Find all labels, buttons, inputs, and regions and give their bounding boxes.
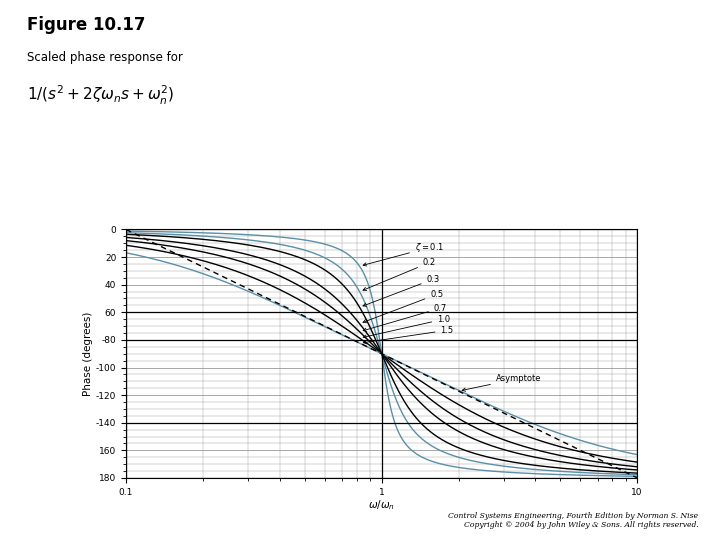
X-axis label: $\omega/\omega_n$: $\omega/\omega_n$ — [368, 498, 395, 512]
Y-axis label: Phase (degrees): Phase (degrees) — [83, 312, 93, 396]
Text: Control Systems Engineering, Fourth Edition by Norman S. Nise
Copyright © 2004 b: Control Systems Engineering, Fourth Edit… — [449, 512, 698, 529]
Text: 0.3: 0.3 — [363, 275, 440, 306]
Text: $1/(s^2 + 2\zeta\omega_n s + \omega_n^2)$: $1/(s^2 + 2\zeta\omega_n s + \omega_n^2)… — [27, 84, 175, 107]
Text: 0.7: 0.7 — [363, 303, 447, 332]
Text: $\zeta=0.1$: $\zeta=0.1$ — [363, 241, 444, 266]
Text: Asymptote: Asymptote — [462, 374, 541, 392]
Text: Scaled phase response for: Scaled phase response for — [27, 51, 183, 64]
Text: 0.2: 0.2 — [363, 258, 436, 291]
Text: 1.0: 1.0 — [363, 315, 450, 338]
Text: 1.5: 1.5 — [363, 326, 454, 344]
Text: 0.5: 0.5 — [363, 290, 444, 323]
Text: Figure 10.17: Figure 10.17 — [27, 16, 146, 34]
